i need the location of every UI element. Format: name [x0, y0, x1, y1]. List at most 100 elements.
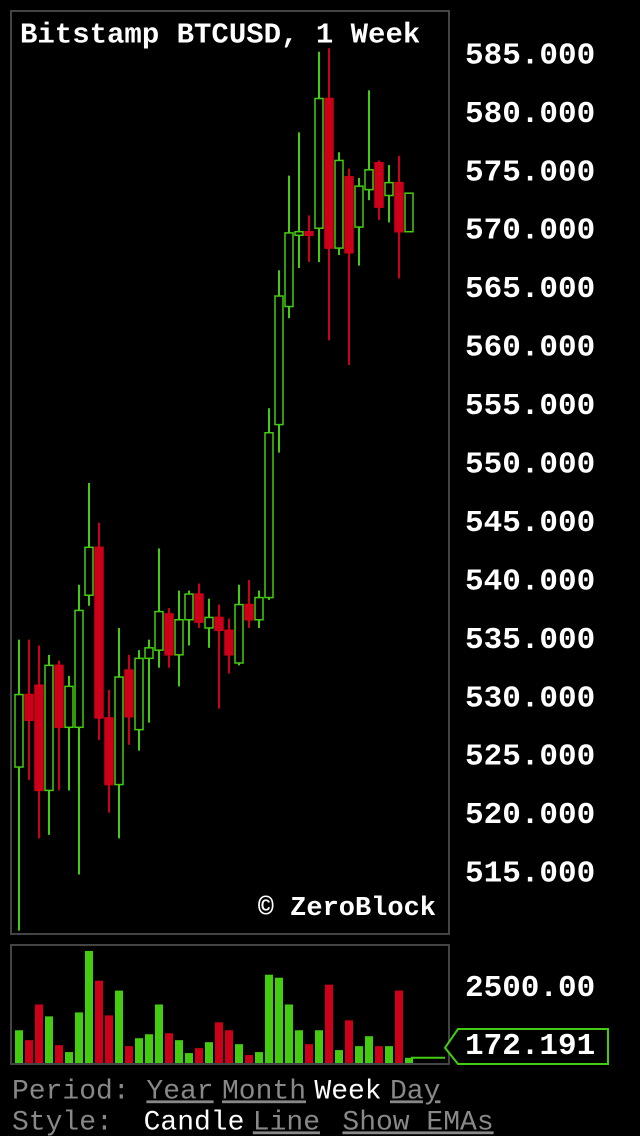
candle-body — [294, 230, 304, 236]
volume-bar — [305, 1044, 313, 1063]
volume-bar — [75, 1012, 83, 1063]
candle-body — [314, 97, 324, 229]
candle-body — [224, 629, 234, 656]
candle-body — [204, 616, 214, 629]
y-tick-label: 565.000 — [465, 272, 595, 307]
volume-bar — [295, 1030, 303, 1063]
candle-body — [214, 616, 224, 632]
volume-bar — [175, 1040, 183, 1063]
volume-bar — [15, 1030, 23, 1063]
volume-frame — [10, 944, 450, 1065]
candle-body — [44, 664, 54, 792]
volume-bar — [395, 990, 403, 1063]
candle-body — [404, 192, 414, 233]
candle-body — [154, 610, 164, 651]
candle-body — [274, 295, 284, 426]
style-label: Style: — [12, 1107, 113, 1136]
volume-bar — [385, 1046, 393, 1063]
volume-bar — [25, 1040, 33, 1063]
volume-bar — [195, 1048, 203, 1063]
candle-body — [264, 432, 274, 599]
volume-bar — [335, 1050, 343, 1063]
period-option[interactable]: Month — [222, 1076, 306, 1107]
volume-bar — [165, 1033, 173, 1063]
candle-body — [324, 97, 334, 249]
candle-body — [284, 232, 294, 308]
volume-bar — [375, 1046, 383, 1063]
y-tick-label: 545.000 — [465, 506, 595, 541]
volume-bar — [135, 1038, 143, 1063]
volume-bar — [105, 1015, 113, 1063]
volume-bar — [245, 1055, 253, 1063]
volume-bar — [55, 1045, 63, 1063]
volume-bar — [405, 1057, 413, 1063]
candle-body — [244, 603, 254, 621]
candle-body — [334, 159, 344, 249]
candle-body — [344, 176, 354, 254]
volume-bar — [355, 1046, 363, 1063]
candle-body — [364, 169, 374, 191]
last-volume-tag — [443, 1028, 609, 1065]
style-option[interactable]: Show EMAs — [342, 1107, 493, 1136]
volume-bar — [215, 1022, 223, 1063]
volume-bar — [115, 990, 123, 1063]
period-option[interactable]: Day — [390, 1076, 440, 1107]
period-label: Period: — [12, 1076, 130, 1107]
volume-tick-label: 2500.00 — [465, 971, 595, 1006]
y-tick-label: 580.000 — [465, 97, 595, 132]
candle-body — [254, 596, 264, 621]
candle-body — [144, 647, 154, 660]
volume-bar — [255, 1052, 263, 1063]
candle-body — [304, 230, 314, 236]
volume-bar — [365, 1036, 373, 1063]
volume-bar — [185, 1053, 193, 1063]
chart-title: Bitstamp BTCUSD, 1 Week — [20, 19, 420, 52]
volume-bar — [315, 1030, 323, 1063]
candle-body — [124, 669, 134, 718]
y-tick-label: 570.000 — [465, 214, 595, 249]
candle-body — [24, 693, 34, 722]
volume-bar — [225, 1030, 233, 1063]
candle-body — [384, 181, 394, 197]
y-tick-label: 550.000 — [465, 448, 595, 483]
volume-bar — [235, 1044, 243, 1063]
candle-body — [354, 185, 364, 228]
volume-bar — [275, 977, 283, 1063]
y-tick-label: 525.000 — [465, 740, 595, 775]
candle-body — [374, 162, 384, 208]
volume-bar — [85, 950, 93, 1063]
volume-bar — [45, 1016, 53, 1063]
y-tick-label: 585.000 — [465, 38, 595, 73]
candle-body — [394, 181, 404, 233]
volume-bar — [205, 1042, 213, 1063]
volume-bar — [285, 1004, 293, 1063]
volume-bar — [125, 1046, 133, 1063]
style-option: Candle — [144, 1107, 245, 1136]
candle-body — [84, 546, 94, 596]
y-tick-label: 575.000 — [465, 155, 595, 190]
candle-body — [174, 619, 184, 656]
volume-bar — [325, 984, 333, 1063]
candle-body — [184, 593, 194, 621]
y-tick-label: 540.000 — [465, 564, 595, 599]
candle-body — [104, 717, 114, 786]
y-tick-label: 530.000 — [465, 681, 595, 716]
y-tick-label: 560.000 — [465, 331, 595, 366]
candle-body — [54, 664, 64, 729]
style-option[interactable]: Line — [253, 1107, 320, 1136]
candle-body — [34, 684, 44, 792]
candle-body — [74, 609, 84, 729]
period-option[interactable]: Year — [146, 1076, 213, 1107]
candle-body — [134, 657, 144, 731]
y-tick-label: 535.000 — [465, 623, 595, 658]
candle-body — [164, 613, 174, 656]
volume-bar — [95, 980, 103, 1063]
candle-body — [114, 676, 124, 786]
volume-bar — [155, 1004, 163, 1063]
volume-bar — [65, 1052, 73, 1063]
watermark: © ZeroBlock — [258, 894, 436, 924]
candle-body — [14, 693, 24, 768]
volume-bar — [145, 1034, 153, 1063]
